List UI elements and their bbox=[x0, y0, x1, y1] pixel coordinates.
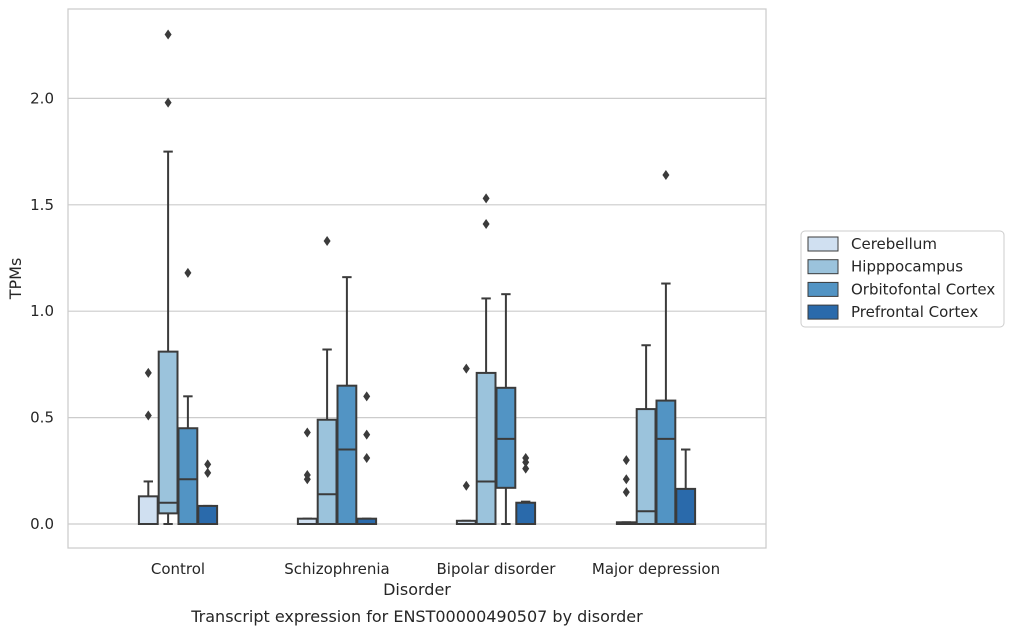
y-ticks: 0.0 0.5 1.0 1.5 2.0 bbox=[30, 89, 54, 533]
box-1-2 bbox=[336, 276, 358, 525]
box-3-3 bbox=[675, 448, 697, 525]
outlier-point bbox=[204, 459, 212, 470]
y-axis-title: TPMs bbox=[6, 258, 25, 301]
box-0-1 bbox=[157, 29, 179, 525]
box-2-0 bbox=[455, 363, 477, 525]
x-axis-title: Disorder bbox=[383, 580, 451, 599]
box bbox=[157, 350, 179, 515]
box-3-0 bbox=[615, 455, 637, 526]
legend-swatch bbox=[807, 281, 839, 297]
x-tick-label: Schizophrenia bbox=[284, 560, 389, 578]
outlier-point bbox=[303, 427, 311, 438]
box-1-3 bbox=[356, 391, 378, 525]
box-0-2 bbox=[177, 267, 199, 525]
legend-label: Hipppocampus bbox=[851, 258, 963, 276]
outlier-point bbox=[363, 429, 371, 440]
outlier-point bbox=[482, 193, 490, 204]
legend-label: Cerebellum bbox=[851, 235, 937, 253]
box bbox=[635, 408, 657, 526]
outlier-point bbox=[323, 235, 331, 246]
box bbox=[137, 495, 159, 525]
box-3-1 bbox=[635, 344, 657, 526]
x-tick-label: Major depression bbox=[592, 560, 720, 578]
box bbox=[655, 399, 677, 525]
outlier-point bbox=[482, 218, 490, 229]
x-tick-label: Bipolar disorder bbox=[437, 560, 557, 578]
box bbox=[495, 386, 517, 489]
legend-frame bbox=[800, 230, 1005, 328]
box-2-1 bbox=[475, 193, 497, 525]
box bbox=[316, 418, 338, 525]
plot-frame bbox=[67, 8, 767, 549]
box-0-0 bbox=[137, 367, 159, 525]
y-tick-label: 0.5 bbox=[30, 409, 54, 427]
box-1-0 bbox=[296, 427, 318, 525]
boxes bbox=[137, 29, 697, 526]
legend: Cerebellum Hipppocampus Orbitofontal Corte… bbox=[800, 230, 1005, 328]
y-tick-label: 1.5 bbox=[30, 196, 54, 214]
outlier-point bbox=[303, 470, 311, 481]
legend-label: Orbitofontal Cortex bbox=[851, 280, 995, 298]
box-3-2 bbox=[655, 170, 677, 525]
outlier-point bbox=[144, 367, 152, 378]
y-tick-label: 0.0 bbox=[30, 515, 54, 533]
outlier-point bbox=[522, 453, 530, 464]
box bbox=[515, 501, 537, 526]
outlier-point bbox=[363, 453, 371, 464]
outlier-point bbox=[622, 474, 630, 485]
outlier-point bbox=[662, 170, 670, 181]
box-2-2 bbox=[495, 293, 517, 525]
outlier-point bbox=[363, 391, 371, 402]
y-tick-label: 2.0 bbox=[30, 89, 54, 107]
x-tick-label: Control bbox=[151, 560, 205, 578]
box bbox=[197, 504, 219, 525]
box bbox=[475, 371, 497, 525]
legend-swatch bbox=[807, 304, 839, 320]
box bbox=[675, 487, 697, 525]
outlier-point bbox=[204, 467, 212, 478]
outlier-point bbox=[622, 455, 630, 466]
box bbox=[336, 384, 358, 525]
box bbox=[177, 427, 199, 525]
outlier-point bbox=[462, 480, 470, 491]
caption: Transcript expression for ENST0000049050… bbox=[190, 607, 643, 626]
box-1-1 bbox=[316, 235, 338, 525]
legend-swatch bbox=[807, 236, 839, 252]
box-2-3 bbox=[515, 453, 537, 526]
outlier-point bbox=[144, 410, 152, 421]
outlier-point bbox=[164, 29, 172, 40]
outlier-point bbox=[184, 267, 192, 278]
x-ticks: Control Schizophrenia Bipolar disorder Majo… bbox=[151, 560, 720, 578]
outlier-point bbox=[164, 97, 172, 108]
legend-swatch bbox=[807, 259, 839, 275]
box-0-3 bbox=[197, 459, 219, 525]
y-tick-label: 1.0 bbox=[30, 302, 54, 320]
outlier-point bbox=[462, 363, 470, 374]
outlier-point bbox=[522, 463, 530, 474]
legend-label: Prefrontal Cortex bbox=[851, 303, 978, 321]
outlier-point bbox=[622, 487, 630, 498]
